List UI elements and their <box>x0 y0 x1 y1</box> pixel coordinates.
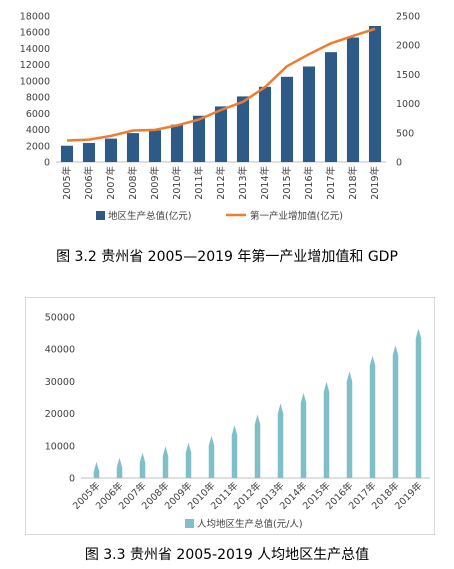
y-tick-label: 20000 <box>45 409 75 420</box>
gdp-bar <box>170 124 184 162</box>
gdp-bar <box>82 143 96 162</box>
gdp-bar <box>104 138 118 162</box>
gdp-bar <box>258 86 272 162</box>
gdp-bar <box>280 76 294 162</box>
x-tick-label: 2013年 <box>237 166 249 200</box>
chart-frame <box>25 297 435 535</box>
y-left-tick-label: 0 <box>44 158 50 169</box>
y-left-tick-label: 4000 <box>26 125 50 136</box>
per-capita-bar <box>300 392 307 478</box>
per-capita-bar <box>208 435 215 478</box>
y-left-tick-label: 18000 <box>20 12 50 23</box>
y-tick-label: 0 <box>69 474 75 485</box>
per-capita-bar <box>254 414 261 478</box>
figure-3-2-caption: 图 3.2 贵州省 2005—2019 年第一产业增加值和 GDP <box>56 249 398 265</box>
gdp-bar <box>148 130 162 162</box>
y-right-tick-label: 2500 <box>396 12 420 23</box>
legend-label: 人均地区生产总值(元/人) <box>197 518 303 530</box>
y-left-tick-label: 10000 <box>20 76 50 87</box>
gdp-bar <box>302 66 316 162</box>
per-capita-bar <box>162 446 169 478</box>
gdp-bar <box>126 133 140 162</box>
per-capita-bar <box>323 381 330 478</box>
x-tick-label: 2012年 <box>215 166 227 200</box>
x-tick-label: 2018年 <box>347 166 359 200</box>
y-tick-label: 40000 <box>45 345 75 356</box>
per-capita-bar <box>185 442 192 478</box>
x-tick-label: 2010年 <box>171 166 183 200</box>
x-tick-label: 2017年 <box>325 166 337 200</box>
x-tick-label: 2014年 <box>259 166 271 200</box>
per-capita-bar <box>93 461 100 478</box>
per-capita-bar <box>231 425 238 478</box>
x-tick-label: 2019年 <box>369 166 381 200</box>
y-left-tick-label: 12000 <box>20 60 50 71</box>
x-tick-label: 2008年 <box>127 166 139 200</box>
x-tick-label: 2005年 <box>61 166 73 200</box>
x-tick-label: 2009年 <box>149 166 161 200</box>
x-tick-label: 2015年 <box>281 166 293 200</box>
per-capita-bar <box>346 371 353 478</box>
gdp-bar <box>346 37 360 163</box>
gdp-primary-industry-chart: 0200040006000800010000120001400016000180… <box>20 12 420 223</box>
gdp-bar <box>60 145 74 162</box>
y-right-tick-label: 1500 <box>396 70 420 81</box>
y-left-tick-label: 8000 <box>26 93 50 104</box>
gdp-bar <box>236 96 250 162</box>
per-capita-bar <box>116 457 123 478</box>
x-tick-label: 2011年 <box>193 166 205 200</box>
per-capita-gdp-chart: 010000200003000040000500002005年2006年2007… <box>25 297 435 535</box>
figure-3-3-caption: 图 3.3 贵州省 2005-2019 人均地区生产总值 <box>84 547 370 563</box>
primary-industry-line <box>66 27 376 142</box>
per-capita-bar <box>415 328 422 478</box>
per-capita-bar <box>369 355 376 478</box>
legend-gdp-swatch <box>96 211 105 220</box>
x-tick-label: 2006年 <box>83 166 95 200</box>
gdp-bar <box>324 52 338 162</box>
legend-gdp-label: 地区生产总值(亿元) <box>108 210 191 222</box>
per-capita-bar <box>277 403 284 478</box>
gdp-bar <box>214 106 228 162</box>
y-right-tick-label: 2000 <box>396 41 420 52</box>
y-tick-label: 50000 <box>45 313 75 324</box>
gdp-bar <box>368 25 382 163</box>
y-left-tick-label: 6000 <box>26 109 50 120</box>
y-left-tick-label: 14000 <box>20 44 50 55</box>
y-right-tick-label: 1000 <box>396 99 420 110</box>
y-left-tick-label: 2000 <box>26 141 50 152</box>
x-tick-label: 2007年 <box>105 166 117 200</box>
per-capita-bar <box>392 345 399 478</box>
y-tick-label: 30000 <box>45 377 75 388</box>
legend-primary-label: 第一产业增加值(亿元) <box>250 210 343 222</box>
legend-swatch <box>185 519 194 528</box>
x-tick-label: 2016年 <box>303 166 315 200</box>
y-tick-label: 10000 <box>45 441 75 452</box>
y-left-tick-label: 16000 <box>20 28 50 39</box>
per-capita-bar <box>139 452 146 478</box>
y-right-tick-label: 500 <box>396 128 414 139</box>
gdp-bar <box>192 115 206 162</box>
y-right-tick-label: 0 <box>396 158 402 169</box>
